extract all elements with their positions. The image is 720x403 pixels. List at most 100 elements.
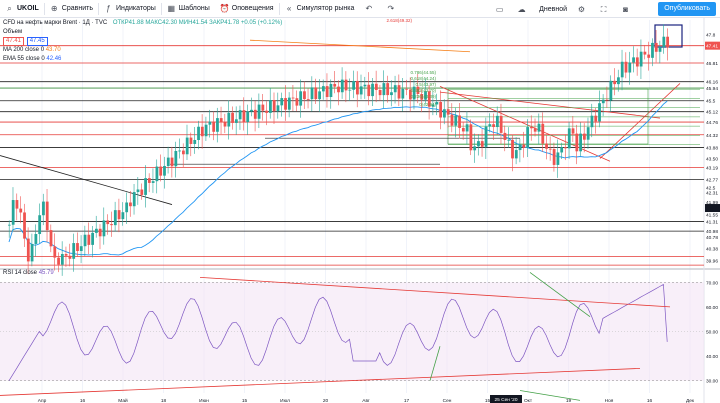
trendline — [439, 91, 661, 119]
candle-body — [477, 141, 480, 147]
rsi-legend[interactable]: RSI 14 close 45.79 — [3, 270, 54, 276]
candle-body — [155, 166, 159, 182]
rsi-drawline — [529, 272, 591, 318]
candle-body — [151, 181, 155, 183]
candle-body — [613, 80, 617, 85]
price-boxes-row: 47.41 47.45 — [3, 37, 282, 46]
candle-body — [314, 87, 318, 100]
redo-button[interactable]: ↷ — [381, 0, 403, 18]
snapshot-button[interactable]: ◙ — [616, 0, 638, 18]
candle-body — [374, 83, 378, 90]
price-axis-label: 42.5 — [706, 185, 716, 191]
candle-body — [42, 201, 45, 216]
ma-legend[interactable]: MA 200 close 0 43.70 — [3, 46, 282, 55]
candle-body — [15, 200, 19, 209]
candle-body — [548, 148, 552, 150]
candle-body — [582, 133, 586, 140]
candle-body — [348, 89, 352, 91]
symbol-label: UKOIL — [17, 5, 39, 12]
candle-body — [473, 146, 477, 151]
candle-body — [495, 115, 499, 128]
time-axis: Апр 16 Май 18 Июн 15 Июл 20 Авг 17 Сен 15 Окт 19 Ноя 16… — [38, 395, 695, 403]
alerts-button[interactable]: ⏰ Оповещения — [215, 0, 279, 18]
candle-body — [378, 89, 382, 96]
candle-body — [530, 127, 533, 129]
indicators-button[interactable]: ƒ Индикаторы — [99, 0, 161, 18]
time-axis-label: 15 — [242, 398, 248, 403]
candle-body — [427, 91, 431, 107]
candle-body — [68, 255, 72, 259]
rsi-axis-label: 40.00 — [706, 354, 718, 360]
candle-body — [352, 80, 356, 90]
candle-body — [446, 109, 450, 115]
symbol-search-button[interactable]: ⌕ UKOIL — [0, 0, 44, 18]
candle-body — [182, 150, 185, 155]
candle-body — [390, 92, 393, 96]
candle-body — [571, 128, 575, 134]
candle-body — [11, 200, 15, 225]
candle-body — [662, 36, 666, 48]
time-axis-label: 16 — [647, 398, 653, 403]
undo-button[interactable]: ↶ — [359, 0, 381, 18]
candle-body — [299, 91, 303, 106]
price-axis-label: 43.88 — [706, 145, 718, 151]
candle-body — [344, 79, 348, 91]
time-axis-label: 18 — [161, 398, 167, 403]
publish-button[interactable]: Опубликовать — [658, 2, 716, 16]
candle-body — [541, 123, 545, 144]
time-axis-label: Июн — [199, 398, 209, 403]
candle-body — [598, 103, 601, 122]
cloud-button[interactable]: ☁ — [512, 0, 534, 18]
volume-label[interactable]: Объем — [3, 29, 23, 35]
time-axis-label: Июл — [280, 398, 290, 403]
price-axis-label: 45.12 — [706, 110, 718, 116]
trendline — [599, 83, 681, 159]
indicators-icon: ƒ — [106, 4, 111, 13]
trendline — [439, 85, 611, 162]
undo-icon: ↶ — [365, 4, 373, 13]
candle-body — [144, 178, 147, 195]
candle-body — [185, 137, 189, 155]
rsi-drawline — [429, 346, 441, 381]
candle-body — [284, 98, 287, 110]
replay-button[interactable]: « Симулятор рынка — [280, 0, 360, 18]
price-axis-label: 42.77 — [706, 177, 718, 183]
candle-body — [276, 105, 280, 112]
time-axis-label: 19 — [566, 398, 572, 403]
ohlc-values: ОТКР41.88 МАКС42.30 МИН41.54 ЗАКР41.78 +… — [112, 20, 283, 26]
candle-body — [416, 86, 420, 94]
candle-body — [26, 238, 30, 262]
instrument-title[interactable]: CFD на нефть марки Brent · 1Д · TVC — [3, 20, 108, 26]
candle-body — [76, 243, 79, 252]
candle-body — [197, 126, 200, 141]
ema-legend[interactable]: EMA 55 close 0 42.46 — [3, 55, 282, 64]
candle-body — [265, 110, 269, 113]
settings-button[interactable]: ⚙ — [572, 0, 594, 18]
buy-price-box[interactable]: 47.45 — [26, 37, 48, 46]
compare-button[interactable]: ⊕ Сравнить — [45, 0, 98, 18]
candle-body — [189, 137, 193, 144]
candle-body — [465, 124, 469, 132]
price-axis-label: 45.5 — [706, 99, 716, 105]
theme-label: Дневной — [539, 5, 567, 13]
candle-body — [60, 254, 64, 265]
candle-body — [178, 150, 182, 152]
candle-body — [443, 109, 446, 118]
candle-body — [219, 118, 223, 123]
templates-button[interactable]: ▦ Шаблоны — [162, 0, 215, 18]
candle-body — [386, 83, 390, 96]
candle-body — [253, 109, 257, 119]
fib-label: 0.5(43.97) — [415, 82, 436, 87]
candle-body — [234, 119, 238, 123]
rsi-drawline — [519, 390, 581, 401]
theme-toggle[interactable]: Дневной — [534, 0, 572, 18]
sell-price-box[interactable]: 47.41 — [3, 37, 25, 46]
candle-body — [95, 228, 98, 233]
candle-body — [560, 147, 564, 153]
fullscreen-button[interactable]: ⛶ — [594, 0, 616, 18]
layout-button[interactable]: ▭ — [490, 0, 512, 18]
candle-body — [488, 124, 492, 127]
candle-body — [359, 86, 363, 95]
